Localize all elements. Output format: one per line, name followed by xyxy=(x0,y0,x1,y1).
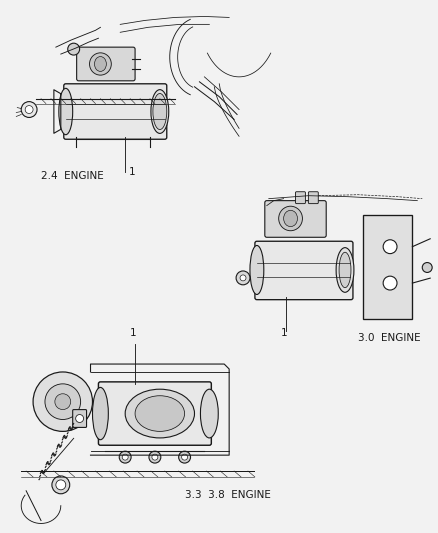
Ellipse shape xyxy=(279,206,303,231)
Circle shape xyxy=(383,240,397,254)
Circle shape xyxy=(240,275,246,281)
Ellipse shape xyxy=(336,248,354,292)
Text: 1: 1 xyxy=(129,167,136,177)
Circle shape xyxy=(149,451,161,463)
Circle shape xyxy=(76,415,84,423)
Text: 1: 1 xyxy=(281,328,287,338)
FancyBboxPatch shape xyxy=(296,192,305,204)
Circle shape xyxy=(52,476,70,494)
Ellipse shape xyxy=(151,90,169,133)
FancyBboxPatch shape xyxy=(363,215,412,319)
FancyBboxPatch shape xyxy=(308,192,318,204)
FancyBboxPatch shape xyxy=(99,382,211,445)
Ellipse shape xyxy=(339,252,351,288)
Ellipse shape xyxy=(250,246,264,294)
FancyBboxPatch shape xyxy=(77,47,135,81)
Circle shape xyxy=(122,454,128,460)
Ellipse shape xyxy=(95,56,106,71)
Ellipse shape xyxy=(201,389,218,438)
Circle shape xyxy=(21,102,37,117)
Text: 3.0  ENGINE: 3.0 ENGINE xyxy=(358,333,420,343)
Text: 2.4  ENGINE: 2.4 ENGINE xyxy=(41,171,104,181)
Circle shape xyxy=(33,372,92,431)
Text: 1: 1 xyxy=(130,328,137,338)
FancyBboxPatch shape xyxy=(265,200,326,237)
Circle shape xyxy=(182,454,187,460)
Circle shape xyxy=(119,451,131,463)
Text: 3.3  3.8  ENGINE: 3.3 3.8 ENGINE xyxy=(184,490,271,500)
Circle shape xyxy=(25,106,33,114)
Ellipse shape xyxy=(92,387,108,440)
Circle shape xyxy=(179,451,191,463)
Circle shape xyxy=(45,384,81,419)
Circle shape xyxy=(56,480,66,490)
Ellipse shape xyxy=(59,88,73,135)
Circle shape xyxy=(68,43,80,55)
Ellipse shape xyxy=(284,211,297,227)
Ellipse shape xyxy=(125,389,194,438)
FancyBboxPatch shape xyxy=(64,84,167,139)
FancyBboxPatch shape xyxy=(255,241,353,300)
Circle shape xyxy=(152,454,158,460)
Circle shape xyxy=(55,394,71,409)
Ellipse shape xyxy=(135,395,184,431)
Circle shape xyxy=(422,263,432,272)
Circle shape xyxy=(236,271,250,285)
FancyBboxPatch shape xyxy=(73,409,87,427)
Ellipse shape xyxy=(89,53,111,75)
Circle shape xyxy=(383,276,397,290)
Ellipse shape xyxy=(153,93,167,130)
